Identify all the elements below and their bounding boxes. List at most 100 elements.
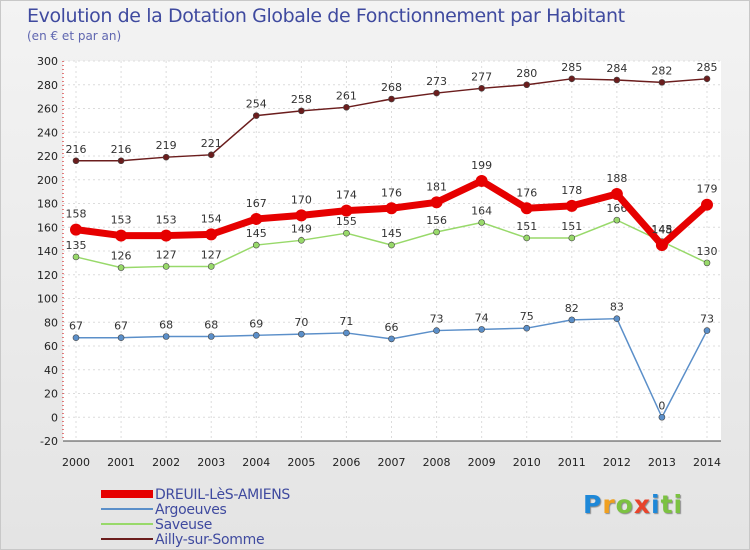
data-label-argoeuves-2000: 67 <box>69 320 83 333</box>
logo-letter-r: r <box>602 490 616 519</box>
data-label-ailly-sur-somme-2014: 285 <box>697 61 718 74</box>
point-argoeuves-2008 <box>433 327 440 334</box>
data-label-dreuil-l-s-amiens-2012: 188 <box>606 172 627 185</box>
legend-label-argoeuves: Argoeuves <box>155 502 227 518</box>
data-label-saveuse-2007: 145 <box>381 227 402 240</box>
logo-letter-p: P <box>583 490 603 519</box>
legend-label-saveuse: Saveuse <box>155 517 213 533</box>
x-tick-label-2007: 2007 <box>378 456 406 469</box>
data-label-ailly-sur-somme-2002: 219 <box>156 139 177 152</box>
legend-swatch-ailly <box>101 538 153 540</box>
data-label-dreuil-l-s-amiens-2005: 170 <box>291 193 312 206</box>
legend-swatch-dreuil <box>101 490 153 498</box>
point-saveuse-2011 <box>568 234 576 242</box>
data-label-dreuil-l-s-amiens-2010: 176 <box>516 186 537 199</box>
point-ailly-sur-somme-2012 <box>613 76 621 84</box>
point-argoeuves-2012 <box>613 315 621 322</box>
data-label-argoeuves-2014: 73 <box>700 313 714 326</box>
data-label-dreuil-l-s-amiens-2011: 178 <box>561 184 582 197</box>
x-tick-label-2001: 2001 <box>107 456 135 469</box>
point-argoeuves-2003 <box>207 333 215 340</box>
data-label-ailly-sur-somme-2009: 277 <box>471 70 492 83</box>
logo-letter-i: i <box>651 490 661 519</box>
data-label-saveuse-2005: 149 <box>291 222 312 235</box>
data-label-saveuse-2000: 135 <box>66 239 87 252</box>
x-tick-label-2013: 2013 <box>648 456 676 469</box>
point-argoeuves-2004 <box>252 332 260 339</box>
point-ailly-sur-somme-2009 <box>478 85 485 92</box>
y-tick-label-120: 120 <box>37 269 58 282</box>
y-tick-label-240: 240 <box>37 126 58 139</box>
point-argoeuves-2000 <box>72 334 80 341</box>
data-label-argoeuves-2003: 68 <box>204 319 218 332</box>
x-tick-label-2008: 2008 <box>423 456 451 469</box>
point-saveuse-2005 <box>298 237 305 244</box>
y-tick-label-300: 300 <box>37 55 58 68</box>
point-dreuil-l-s-amiens-2007 <box>385 202 398 215</box>
point-dreuil-l-s-amiens-2014 <box>701 198 713 211</box>
data-label-argoeuves-2009: 74 <box>475 311 489 324</box>
legend-swatch-saveuse <box>101 523 153 525</box>
data-label-saveuse-2004: 145 <box>246 227 267 240</box>
point-saveuse-2002 <box>162 263 170 270</box>
y-tick-label-200: 200 <box>37 174 58 187</box>
data-label-argoeuves-2004: 69 <box>249 317 263 330</box>
data-label-ailly-sur-somme-2008: 273 <box>426 75 447 88</box>
proxiti-logo: Proxiti <box>583 490 683 519</box>
data-label-saveuse-2012: 166 <box>606 202 627 215</box>
legend-label-ailly: Ailly-sur-Somme <box>155 532 265 548</box>
data-label-ailly-sur-somme-2013: 282 <box>651 64 672 77</box>
point-argoeuves-2011 <box>568 316 576 324</box>
point-argoeuves-2014 <box>703 327 711 334</box>
point-dreuil-l-s-amiens-2013 <box>655 239 668 252</box>
point-saveuse-2008 <box>433 228 440 236</box>
point-argoeuves-2009 <box>478 326 485 333</box>
data-label-dreuil-l-s-amiens-2013: 145 <box>651 223 672 236</box>
x-tick-label-2004: 2004 <box>242 456 270 469</box>
data-label-saveuse-2001: 126 <box>111 250 132 263</box>
point-ailly-sur-somme-2000 <box>72 157 80 165</box>
point-ailly-sur-somme-2003 <box>207 151 215 159</box>
point-dreuil-l-s-amiens-2003 <box>205 228 218 241</box>
point-saveuse-2000 <box>72 253 80 261</box>
data-label-ailly-sur-somme-2000: 216 <box>66 143 87 156</box>
y-tick-label-80: 80 <box>44 316 58 329</box>
data-label-saveuse-2014: 130 <box>697 245 718 258</box>
data-label-argoeuves-2012: 83 <box>610 301 624 314</box>
point-ailly-sur-somme-2002 <box>162 153 170 161</box>
point-argoeuves-2005 <box>298 330 305 338</box>
point-dreuil-l-s-amiens-2011 <box>565 199 578 212</box>
data-label-argoeuves-2002: 68 <box>159 319 173 332</box>
point-ailly-sur-somme-2013 <box>658 79 666 86</box>
data-label-argoeuves-2008: 73 <box>430 313 444 326</box>
point-saveuse-2003 <box>207 263 215 270</box>
y-tick-label-260: 260 <box>37 103 58 116</box>
data-label-argoeuves-2005: 70 <box>294 316 308 329</box>
point-saveuse-2006 <box>343 229 350 237</box>
y-tick-label-60: 60 <box>44 340 58 353</box>
data-label-saveuse-2010: 151 <box>516 220 537 233</box>
logo-letter-o: o <box>615 490 634 519</box>
logo-letter-x: x <box>633 490 651 519</box>
x-tick-label-2006: 2006 <box>332 456 360 469</box>
data-label-dreuil-l-s-amiens-2000: 158 <box>66 208 87 221</box>
point-saveuse-2009 <box>478 219 485 226</box>
data-label-ailly-sur-somme-2007: 268 <box>381 81 402 94</box>
point-saveuse-2004 <box>252 241 260 249</box>
point-argoeuves-2001 <box>117 334 125 341</box>
y-tick-label-160: 160 <box>37 221 58 234</box>
data-label-dreuil-l-s-amiens-2007: 176 <box>381 186 402 199</box>
x-tick-label-2011: 2011 <box>558 456 586 469</box>
data-label-dreuil-l-s-amiens-2002: 153 <box>156 214 177 227</box>
y-tick-label-220: 220 <box>37 150 58 163</box>
point-ailly-sur-somme-2011 <box>568 75 576 83</box>
data-label-ailly-sur-somme-2003: 221 <box>201 137 222 150</box>
x-tick-label-2000: 2000 <box>62 456 90 469</box>
data-label-ailly-sur-somme-2004: 254 <box>246 98 267 111</box>
data-label-dreuil-l-s-amiens-2003: 154 <box>201 212 222 225</box>
point-ailly-sur-somme-2007 <box>388 95 395 103</box>
point-dreuil-l-s-amiens-2004 <box>250 212 263 225</box>
chart-title: Evolution de la Dotation Globale de Fonc… <box>27 5 625 27</box>
point-argoeuves-2010 <box>523 324 531 332</box>
